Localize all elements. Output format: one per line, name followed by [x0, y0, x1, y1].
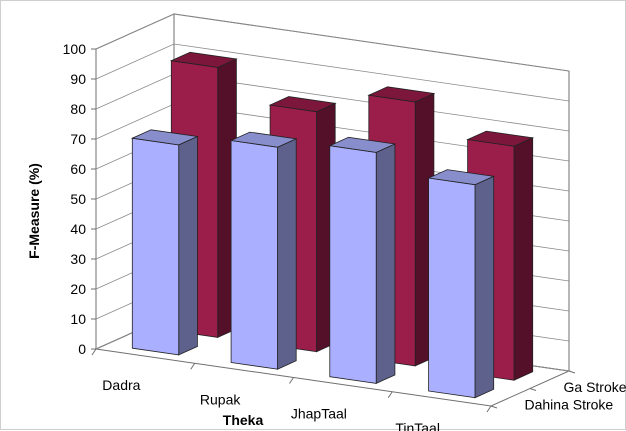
bar-dahina-stroke-jhaptaal [330, 137, 395, 383]
y-tick-label: 60 [70, 161, 86, 177]
x-tick-mark [290, 378, 294, 384]
bar-front-face [429, 178, 475, 398]
x-tick-mark [92, 349, 96, 355]
series-tick-mark [530, 389, 536, 391]
bar-front-face [330, 146, 376, 384]
y-tick-label: 90 [70, 71, 86, 87]
gridline [96, 44, 569, 101]
series-label: Dahina Stroke [525, 396, 614, 412]
series-tick-mark [569, 371, 575, 373]
y-axis-title: F-Measure (%) [26, 163, 42, 259]
y-tick-label: 100 [63, 41, 87, 57]
x-tick-mark [191, 363, 195, 369]
series-label: Ga Stroke [564, 379, 626, 395]
bar-side-face [514, 138, 533, 380]
x-tick-label: JhapTaal [291, 406, 347, 422]
x-axis-title: Theka [223, 412, 264, 428]
bar-front-face [231, 141, 277, 370]
bar-side-face [278, 139, 297, 369]
bar-front-face [132, 138, 178, 355]
y-tick-label: 40 [70, 221, 86, 237]
y-tick-label: 50 [70, 191, 86, 207]
x-tick-label: Rupak [200, 391, 241, 407]
y-tick-label: 30 [70, 251, 86, 267]
x-tick-mark [487, 406, 491, 412]
x-tick-label: TinTaal [395, 420, 440, 431]
x-tick-mark [388, 392, 392, 398]
y-tick-labels: 0 10 20 30 40 50 60 70 80 90 100 [63, 41, 87, 357]
y-tick-label: 10 [70, 311, 86, 327]
bar-dahina-stroke-dadra [132, 130, 197, 355]
series-tick-mark [491, 406, 497, 408]
y-tick-label: 80 [70, 101, 86, 117]
bar-side-face [475, 176, 494, 397]
bars [132, 52, 532, 397]
x-tick-label: Dadra [102, 377, 140, 393]
gridline [96, 14, 569, 71]
bar-dahina-stroke-tintaal [429, 170, 494, 398]
y-tick-label: 20 [70, 281, 86, 297]
bar-dahina-stroke-rupak [231, 132, 296, 369]
y-tick-label: 0 [78, 341, 86, 357]
y-tick-label: 70 [70, 131, 86, 147]
x-tick-labels: Dadra Rupak JhapTaal TinTaal [102, 377, 440, 431]
bar-side-face [376, 144, 395, 383]
bar-side-face [179, 137, 198, 355]
